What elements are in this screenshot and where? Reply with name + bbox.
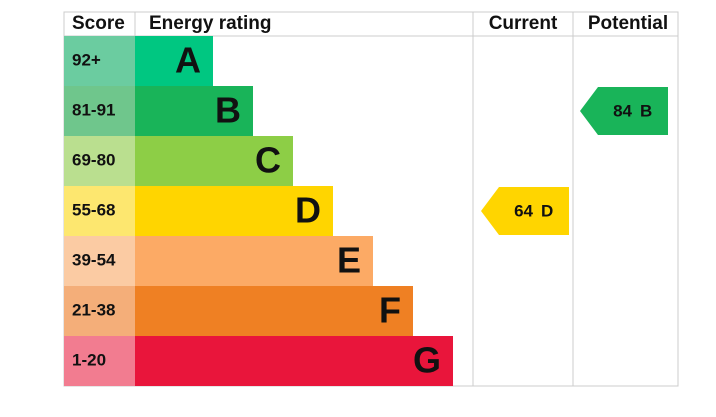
score-cell [64, 186, 135, 236]
potential-letter: B [640, 101, 652, 120]
current-arrow [481, 187, 569, 235]
score-label: 39-54 [72, 250, 116, 269]
score-cell [64, 236, 135, 286]
score-label: 21-38 [72, 300, 115, 319]
rating-letter: B [215, 90, 241, 131]
rating-bar [135, 36, 213, 86]
score-cell [64, 36, 135, 86]
score-label: 92+ [72, 50, 101, 69]
rating-letter: G [413, 340, 441, 381]
header-potential: Potential [588, 13, 668, 34]
score-label: 69-80 [72, 150, 115, 169]
score-label: 81-91 [72, 100, 115, 119]
potential-value: 84 [613, 101, 632, 120]
score-cell [64, 136, 135, 186]
header-rating: Energy rating [149, 13, 271, 34]
header-score: Score [72, 13, 125, 34]
score-label: 55-68 [72, 200, 115, 219]
rating-bar [135, 136, 293, 186]
rating-letter: F [379, 290, 401, 331]
rating-bar [135, 286, 413, 336]
rating-bar [135, 186, 333, 236]
rating-letter: C [255, 140, 281, 181]
current-letter: D [541, 201, 553, 220]
score-cell [64, 286, 135, 336]
potential-arrow [580, 87, 668, 135]
current-value: 64 [514, 201, 533, 220]
rating-bar [135, 336, 453, 386]
score-cell [64, 336, 135, 386]
rating-letter: A [175, 40, 201, 81]
rating-bar [135, 236, 373, 286]
header-current: Current [489, 13, 558, 34]
score-cell [64, 86, 135, 136]
rating-bar [135, 86, 253, 136]
score-label: 1-20 [72, 350, 106, 369]
rating-letter: D [295, 190, 321, 231]
rating-letter: E [337, 240, 361, 281]
